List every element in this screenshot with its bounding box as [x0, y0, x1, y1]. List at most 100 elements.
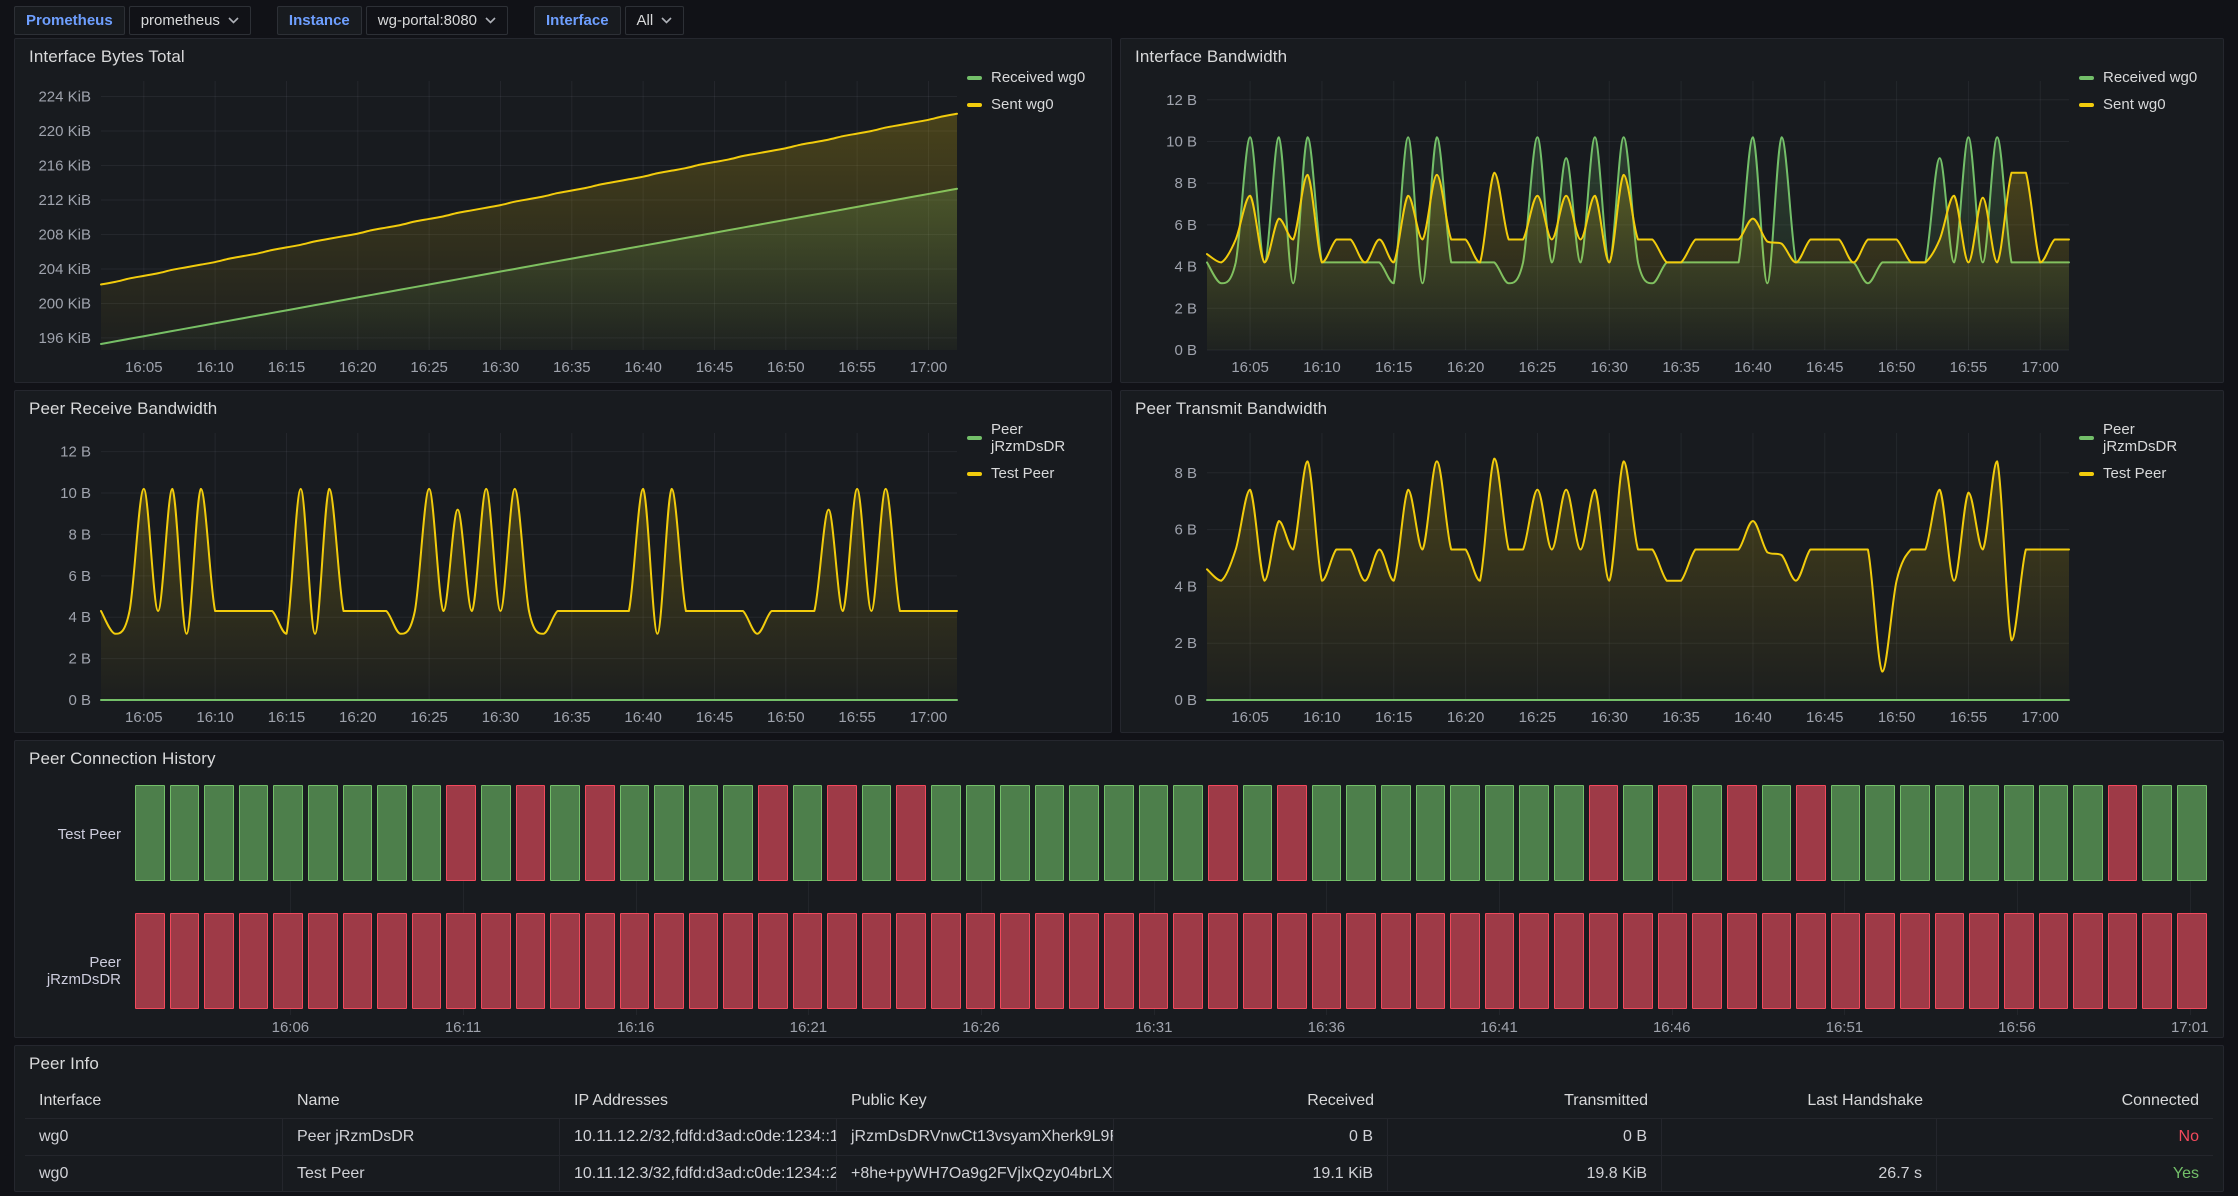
status-block-disconnected: [1865, 913, 1896, 1009]
column-header-name[interactable]: Name: [297, 1092, 340, 1109]
y-axis-tick-label: 12 B: [60, 444, 91, 461]
x-axis-tick-label: 16:35: [1662, 359, 1700, 376]
legend-item[interactable]: Peer jRzmDsDR: [967, 421, 1099, 455]
status-block-connected: [688, 785, 719, 881]
column-header-connected[interactable]: Connected: [2121, 1092, 2199, 1109]
panel-peer-connection-history: Peer Connection History Test Peer Peer jR…: [14, 740, 2224, 1038]
status-block-disconnected: [688, 913, 719, 1009]
status-block-connected: [481, 785, 511, 881]
status-block-disconnected: [896, 913, 927, 1009]
panel-title[interactable]: Interface Bytes Total: [29, 47, 185, 66]
variable-select-prometheus[interactable]: prometheus: [128, 5, 251, 35]
chart-canvas: 0 B 2 B 4 B 6 B 8 B 10 B 12 B 16:05 16:10 16:15 16…: [1166, 81, 2070, 376]
chevron-down-icon: [485, 16, 496, 24]
x-axis-tick-label: 16:51: [1825, 1019, 1864, 1036]
status-block-disconnected: [861, 913, 892, 1009]
status-block-disconnected: [1830, 913, 1861, 1009]
x-axis-tick-label: 16:40: [624, 359, 662, 376]
status-block-connected: [1484, 785, 1515, 881]
variable-label-instance: Instance: [276, 5, 362, 35]
status-block-disconnected: [2003, 913, 2034, 1009]
panel-title[interactable]: Interface Bandwidth: [1135, 47, 1288, 66]
status-block-connected: [1069, 785, 1100, 881]
y-axis-tick-label: 12 B: [1166, 92, 1197, 109]
y-axis-tick-label: 216 KiB: [38, 157, 91, 174]
gridline: [1844, 785, 1846, 1015]
status-block-disconnected: [1657, 785, 1688, 881]
y-axis-tick-label: 2 B: [68, 651, 91, 668]
table-cell-received: 19.1 KiB: [1114, 1156, 1388, 1192]
variable-select-instance[interactable]: wg-portal:8080: [365, 5, 509, 35]
legend-color-icon: [967, 436, 982, 440]
column-header-ip-addresses[interactable]: IP Addresses: [574, 1092, 668, 1109]
status-x-axis: 16:06 16:11 16:16 16:21 16:26 16:31 16:36 16:41…: [135, 1019, 2209, 1037]
x-axis-tick-label: 17:00: [2021, 359, 2059, 376]
status-block-connected: [1034, 785, 1065, 881]
gridline: [290, 785, 292, 1015]
status-row-label: Test Peer: [57, 826, 121, 843]
legend: Peer jRzmDsDR Test Peer: [2079, 421, 2211, 492]
legend-item[interactable]: Test Peer: [2079, 465, 2211, 482]
status-block-disconnected: [1727, 785, 1757, 881]
legend-item[interactable]: Test Peer: [967, 465, 1099, 482]
x-axis-tick-label: 16:55: [1950, 709, 1988, 726]
status-block-connected: [1934, 785, 1965, 881]
x-axis-tick-label: 16:20: [339, 359, 377, 376]
status-block-disconnected: [1900, 913, 1930, 1009]
legend-label: Received wg0: [2103, 69, 2198, 86]
column-header-received[interactable]: Received: [1307, 1092, 1374, 1109]
legend-item[interactable]: Received wg0: [967, 69, 1099, 86]
y-axis-tick-label: 200 KiB: [38, 295, 91, 312]
column-header-last-handshake[interactable]: Last Handshake: [1807, 1092, 1923, 1109]
y-axis-tick-label: 8 B: [1174, 175, 1197, 192]
panel-peer-info: Peer Info Interface Name IP Addresses Publi…: [14, 1045, 2224, 1192]
status-block-disconnected: [1727, 913, 1757, 1009]
status-block-disconnected: [1796, 913, 1826, 1009]
panel-title[interactable]: Peer Connection History: [29, 749, 216, 768]
x-axis-tick-label: 16:10: [1303, 359, 1341, 376]
legend-item[interactable]: Sent wg0: [2079, 96, 2211, 113]
status-block-disconnected: [1380, 913, 1411, 1009]
status-block-connected: [1380, 785, 1411, 881]
status-block-disconnected: [1277, 913, 1307, 1009]
panel-peer-transmit-bandwidth: Peer Transmit Bandwidth 0 B 2 B 4 B 6 B 8 B 1…: [1120, 390, 2224, 733]
gridline: [808, 785, 810, 1015]
gridline: [463, 785, 465, 1015]
column-header-public-key[interactable]: Public Key: [851, 1092, 927, 1109]
legend-item[interactable]: Received wg0: [2079, 69, 2211, 86]
status-block-connected: [238, 785, 269, 881]
legend-item[interactable]: Peer jRzmDsDR: [2079, 421, 2211, 455]
panel-title[interactable]: Peer Info: [29, 1054, 99, 1073]
x-axis-tick-label: 16:50: [1878, 359, 1916, 376]
status-block-disconnected: [1138, 913, 1169, 1009]
status-block-connected: [2038, 785, 2069, 881]
status-block-disconnected: [515, 785, 546, 881]
y-axis-tick-label: 196 KiB: [38, 330, 91, 347]
column-header-interface[interactable]: Interface: [39, 1092, 102, 1109]
status-block-connected: [550, 785, 580, 881]
x-axis-tick-label: 16:05: [125, 359, 163, 376]
time-series-plot: 196 KiB 200 KiB 204 KiB 208 KiB 212 KiB 216 K…: [23, 71, 961, 378]
panel-title[interactable]: Peer Receive Bandwidth: [29, 399, 218, 418]
gridline: [1326, 785, 1328, 1015]
status-block-connected: [273, 785, 304, 881]
chart-canvas: 0 B 2 B 4 B 6 B 8 B 10 B 12 B 16:05 16:10 16:15 16…: [60, 433, 958, 726]
variable-select-interface[interactable]: All: [624, 5, 685, 35]
x-axis-tick-label: 16:36: [1307, 1019, 1346, 1036]
variable-value-interface: All: [636, 11, 654, 29]
y-axis-tick-label: 6 B: [68, 568, 91, 585]
legend-item[interactable]: Sent wg0: [967, 96, 1099, 113]
y-axis-tick-label: 208 KiB: [38, 226, 91, 243]
y-axis-tick-label: 224 KiB: [38, 89, 91, 106]
status-block-disconnected: [584, 913, 615, 1009]
status-block-disconnected: [1104, 913, 1134, 1009]
x-axis-tick-label: 16:35: [553, 709, 591, 726]
status-block-disconnected: [2038, 913, 2069, 1009]
table-cell-public-key: +8he+pyWH7Oa9g2FVjlxQzy04brLX+D: [837, 1156, 1114, 1192]
column-header-transmitted[interactable]: Transmitted: [1564, 1092, 1648, 1109]
table-row: wg0 Test Peer 10.11.12.3/32,fdfd:d3ad:c0de…: [25, 1155, 2213, 1192]
x-axis-tick-label: 16:55: [1950, 359, 1988, 376]
table-cell-received: 0 B: [1114, 1119, 1388, 1155]
x-axis-tick-label: 16:26: [962, 1019, 1000, 1036]
panel-title[interactable]: Peer Transmit Bandwidth: [1135, 399, 1328, 418]
